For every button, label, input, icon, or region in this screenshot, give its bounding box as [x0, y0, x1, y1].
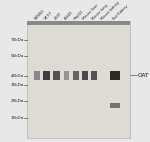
Bar [64, 71, 69, 80]
Text: MCF7: MCF7 [44, 11, 54, 21]
Bar [91, 71, 98, 80]
Text: A-549: A-549 [64, 11, 74, 21]
Text: 55kDa: 55kDa [11, 54, 24, 58]
Bar [27, 21, 130, 138]
Text: 15kDa: 15kDa [11, 116, 24, 120]
Text: Mouse kidney: Mouse kidney [100, 0, 120, 21]
Bar [110, 103, 120, 108]
Text: 35kDa: 35kDa [11, 83, 24, 87]
Text: HepG2: HepG2 [73, 9, 85, 21]
Text: OAT: OAT [137, 73, 149, 78]
Text: Mouse liver: Mouse liver [82, 3, 100, 21]
Bar [54, 71, 60, 80]
Text: SW480: SW480 [34, 9, 46, 21]
Text: 40kDa: 40kDa [11, 74, 24, 78]
Text: 293T: 293T [54, 12, 63, 21]
Bar [73, 71, 79, 80]
Bar [34, 71, 40, 80]
Text: 70kDa: 70kDa [11, 38, 24, 42]
Text: Mouse lung: Mouse lung [92, 3, 109, 21]
Text: Rat Kidney: Rat Kidney [112, 4, 129, 21]
Text: 25kDa: 25kDa [11, 100, 24, 104]
Bar [43, 71, 50, 80]
Bar [110, 71, 120, 80]
Bar [82, 71, 88, 80]
Bar [27, 21, 130, 25]
